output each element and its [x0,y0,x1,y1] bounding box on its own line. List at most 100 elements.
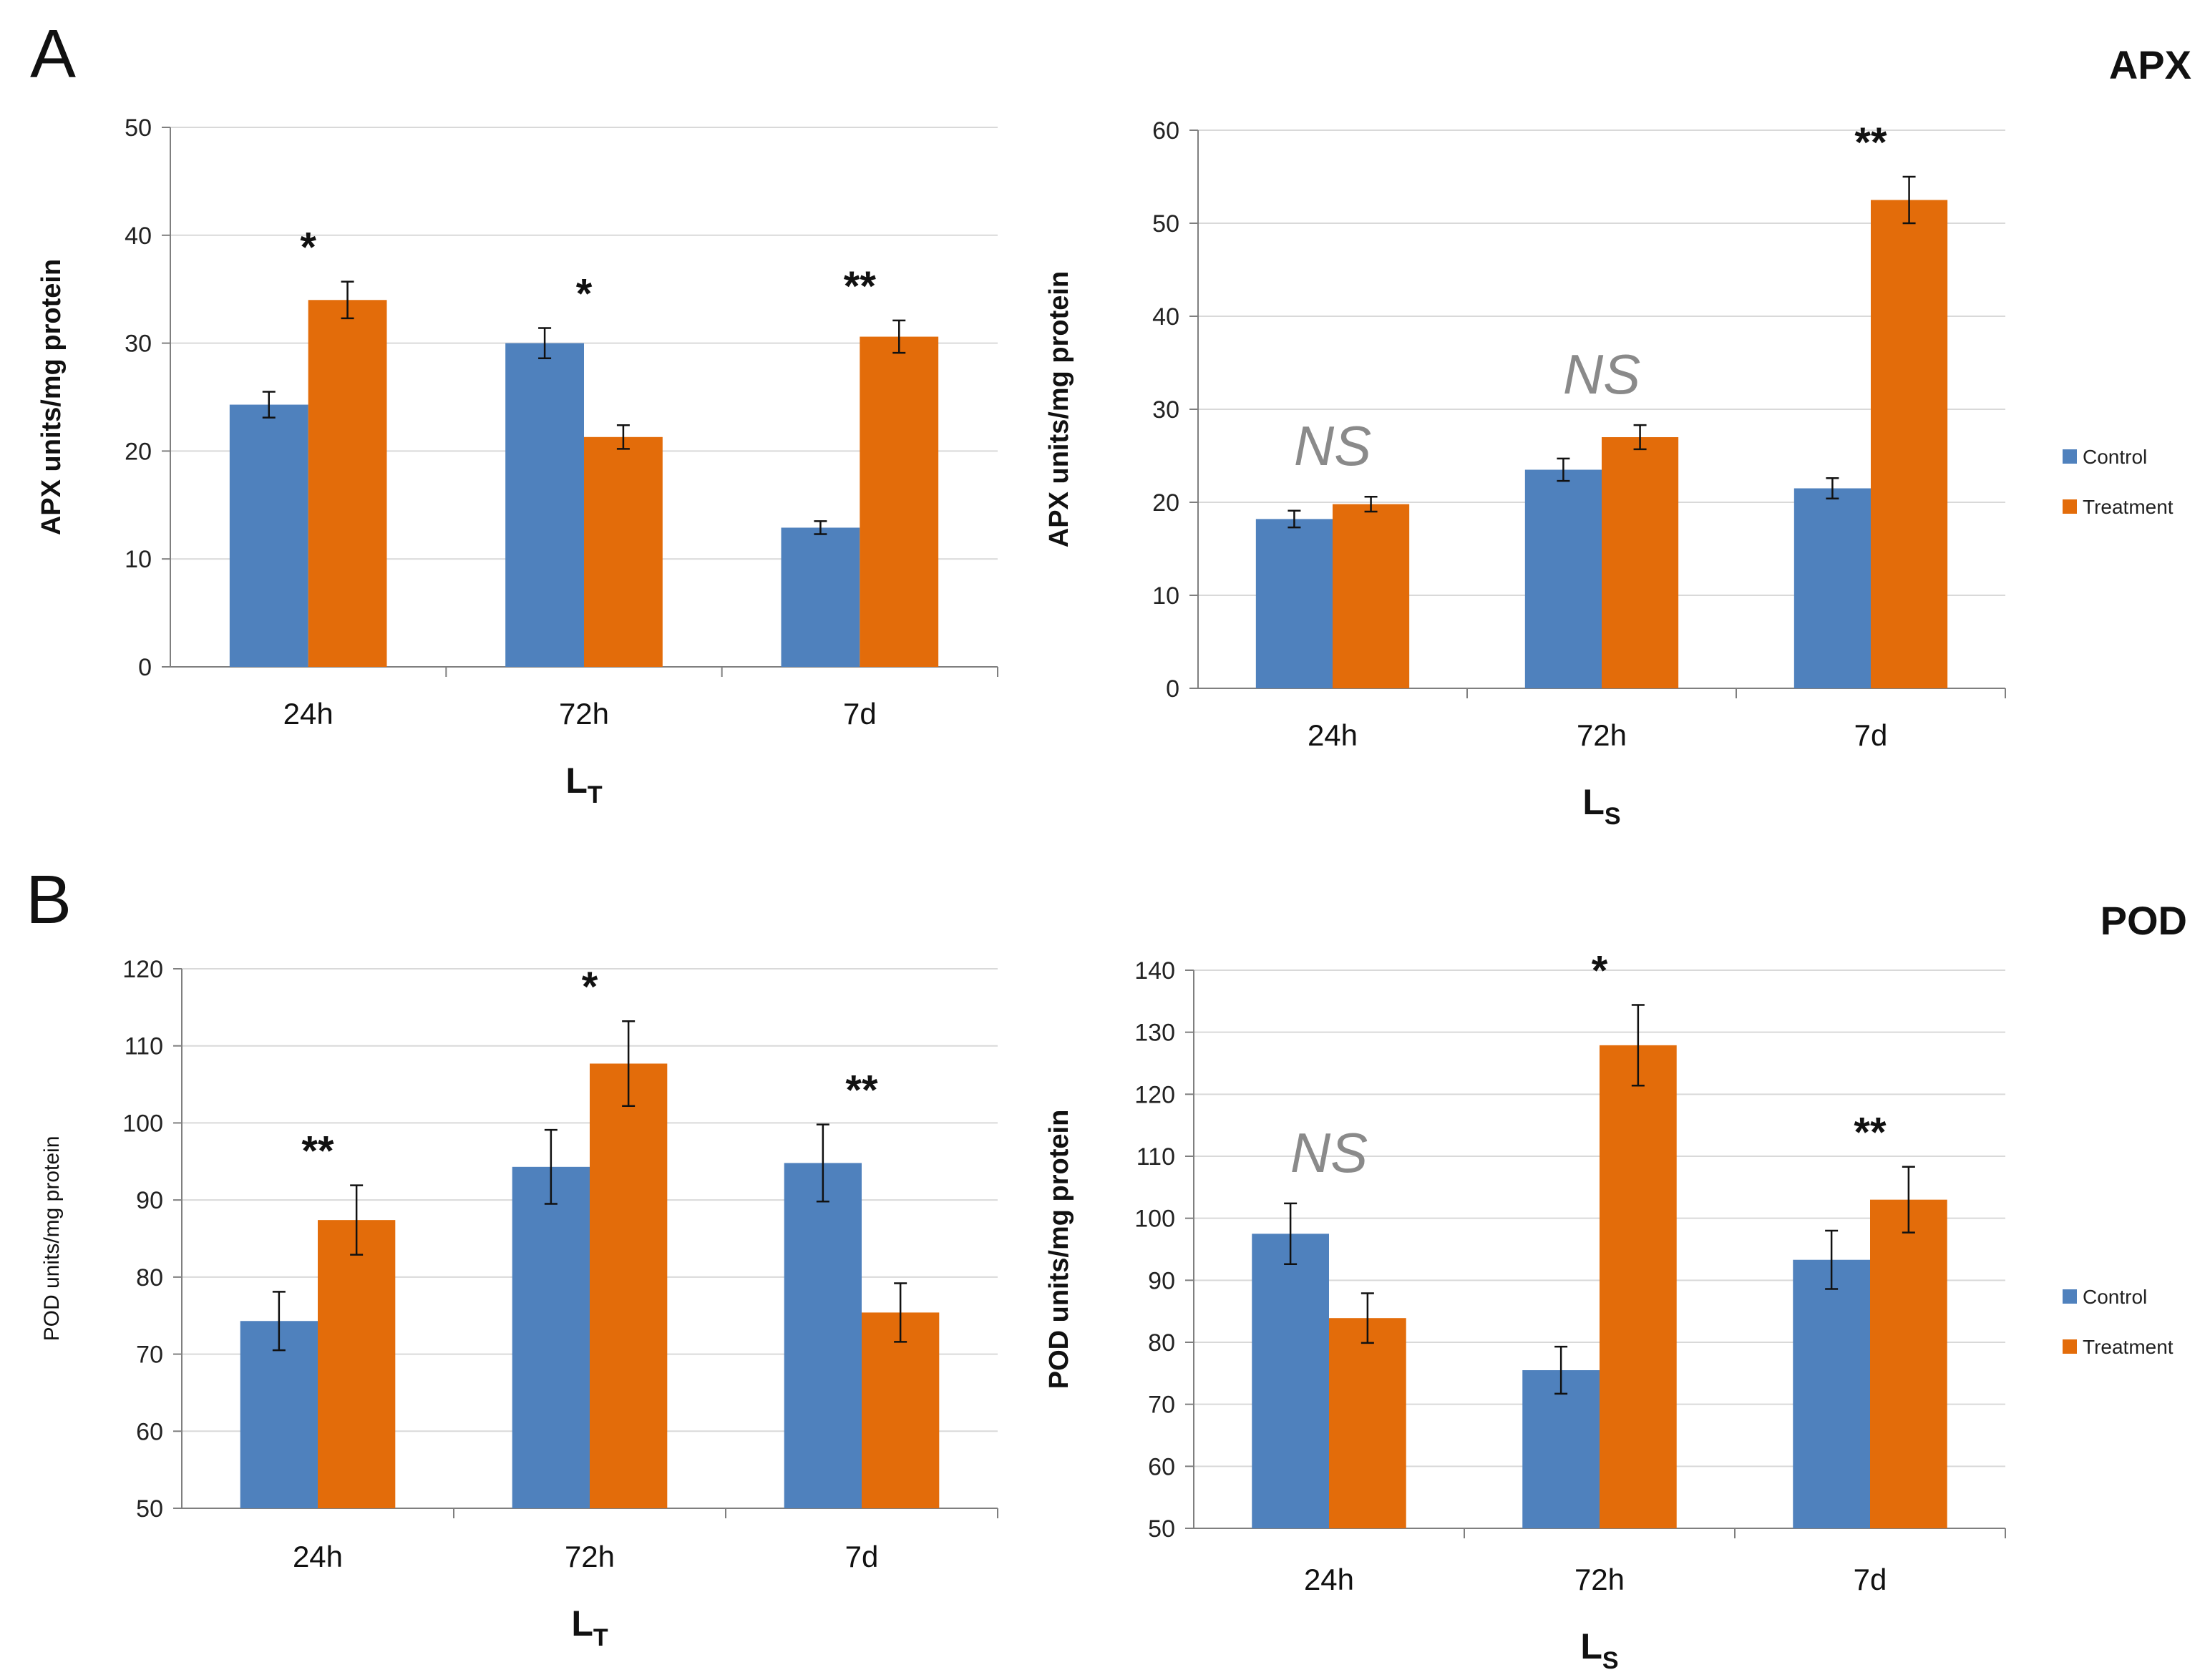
legend-swatch [2063,499,2077,514]
y-tick-label: 40 [125,223,152,250]
legend: Control Treatment [2063,446,2174,518]
bar-treatment [860,336,939,667]
bar-treatment [1333,504,1410,688]
legend-label: Treatment [2083,1336,2174,1358]
y-tick-label: 0 [1166,675,1179,703]
bar-treatment [308,300,387,667]
bar-treatment [1329,1318,1406,1528]
category-label: 72h [1577,718,1627,752]
bar-treatment [318,1220,396,1508]
y-tick-label: 10 [1152,582,1179,610]
category-label: 24h [1308,718,1358,752]
y-tick-label: 20 [125,438,152,465]
bar-treatment [1871,200,1948,688]
y-tick-label: 30 [125,331,152,358]
y-tick-label: 110 [1136,1143,1175,1171]
significance-annotation: ** [301,1128,334,1175]
y-tick-label: 60 [136,1418,163,1445]
legend-swatch [2063,1289,2077,1304]
significance-annotation: * [300,225,316,271]
bar-control [1252,1234,1329,1528]
y-tick-label: 140 [1134,957,1175,985]
y-tick-label: 120 [122,956,163,983]
chart-3: 50 60 70 80 90 100 110 120 24h ** 72h * 7d ** POD unit… [40,956,998,1651]
y-axis-label: APX units/mg protein [36,259,67,535]
category-label: 7d [1854,1563,1887,1596]
y-axis-label: POD units/mg protein [40,1136,64,1342]
y-tick-label: 80 [1148,1329,1175,1357]
y-tick-label: 70 [1148,1392,1175,1419]
bar-control [512,1166,590,1508]
y-tick-label: 10 [125,546,152,573]
enzyme-label: POD [2101,898,2187,943]
bar-control [1255,519,1333,688]
y-tick-label: 110 [125,1033,163,1060]
y-tick-label: 90 [136,1187,163,1214]
category-label: 7d [1854,718,1888,752]
category-label: 72h [1574,1563,1625,1596]
bar-control [781,527,860,667]
bar-control [240,1321,318,1508]
y-tick-label: 100 [1134,1206,1175,1233]
category-label: 72h [565,1540,615,1573]
y-tick-label: 0 [138,654,152,681]
bar-control [1793,1259,1870,1528]
bar-control [784,1163,862,1508]
x-axis-label: LT [571,1603,608,1651]
bar-control [505,343,584,667]
bar-control [1522,1370,1600,1528]
ns-annotation: NS [1563,343,1640,406]
x-axis-label: LS [1582,782,1620,830]
legend-swatch [2063,1339,2077,1354]
significance-annotation: ** [1854,1110,1887,1156]
bar-treatment [1870,1199,1947,1528]
category-label: 7d [845,1540,879,1573]
ns-annotation: NS [1294,414,1371,477]
significance-annotation: * [1592,948,1608,995]
y-tick-label: 20 [1152,489,1179,517]
bar-treatment [590,1063,668,1508]
ns-annotation: NS [1290,1121,1368,1184]
y-tick-label: 60 [1148,1453,1175,1480]
y-tick-label: 50 [136,1495,163,1523]
y-tick-label: 50 [125,114,152,142]
category-label: 24h [1304,1563,1354,1596]
y-tick-label: 50 [1152,210,1179,238]
panel-letter: B [26,861,72,938]
chart-4: 50 60 70 80 90 100 110 120 130 140 24h NS 72h * 7d ** PO… [1044,948,2174,1674]
y-tick-label: 50 [1148,1515,1175,1543]
legend-swatch [2063,449,2077,464]
category-label: 7d [843,697,877,731]
y-tick-label: 100 [122,1110,163,1137]
bar-treatment [584,436,663,667]
enzyme-label: APX [2109,42,2191,87]
chart-1: 0 10 20 30 40 50 24h * 72h * 7d ** APX units/mg prot… [36,114,998,809]
bar-treatment [1600,1045,1677,1528]
bar-control [1524,469,1602,688]
x-axis-label: LS [1580,1626,1618,1674]
panel-letter: A [30,16,76,92]
y-tick-label: 90 [1148,1267,1175,1294]
significance-annotation: ** [1854,119,1887,166]
bar-treatment [862,1312,940,1508]
y-tick-label: 60 [1152,117,1179,145]
bar-treatment [1602,437,1679,688]
legend-label: Control [2083,446,2147,468]
x-axis-label: LT [565,761,603,809]
y-axis-label: POD units/mg protein [1044,1110,1074,1390]
y-tick-label: 130 [1134,1020,1175,1047]
legend-label: Control [2083,1286,2147,1308]
significance-annotation: ** [844,263,877,310]
significance-annotation: ** [845,1068,878,1114]
bar-control [1793,488,1871,688]
category-label: 72h [559,697,609,731]
y-tick-label: 30 [1152,396,1179,424]
y-tick-label: 120 [1134,1081,1175,1108]
category-label: 24h [293,1540,343,1573]
y-axis-label: APX units/mg protein [1044,271,1074,547]
legend: Control Treatment [2063,1286,2174,1358]
significance-annotation: * [576,270,593,317]
bar-control [229,404,308,667]
y-tick-label: 70 [136,1342,163,1369]
